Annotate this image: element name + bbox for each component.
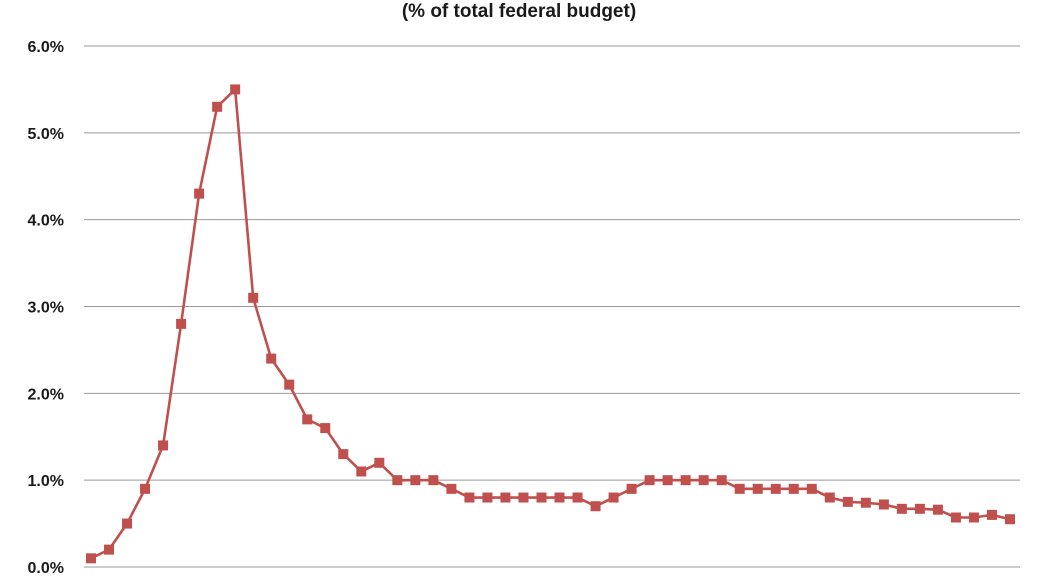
data-point-marker <box>410 475 421 486</box>
data-point-marker <box>392 475 403 486</box>
y-tick-label: 2.0% <box>28 386 64 403</box>
data-point-marker <box>1005 514 1015 525</box>
data-point-marker <box>626 483 637 494</box>
data-point-marker <box>878 499 889 510</box>
data-point-marker <box>176 318 187 329</box>
y-axis-tick-labels: 0.0% 1.0% 2.0% 3.0% 4.0% 5.0% 6.0% <box>28 39 64 577</box>
data-point-marker <box>482 492 493 503</box>
data-point-marker <box>752 483 763 494</box>
data-point-marker <box>932 504 943 515</box>
data-point-marker <box>950 512 961 523</box>
data-point-marker <box>140 483 151 494</box>
data-point-marker <box>554 492 565 503</box>
data-point-marker <box>824 492 835 503</box>
data-point-marker <box>806 483 817 494</box>
data-point-marker <box>446 483 457 494</box>
data-point-marker <box>770 483 781 494</box>
data-point-marker <box>608 492 619 503</box>
y-tick-label: 3.0% <box>28 300 64 317</box>
data-point-marker <box>590 501 601 512</box>
data-point-marker <box>896 503 907 514</box>
data-point-marker <box>284 379 295 390</box>
data-point-marker <box>536 492 547 503</box>
y-tick-label: 5.0% <box>28 126 64 143</box>
data-point-marker <box>914 503 925 514</box>
data-point-marker <box>122 518 133 529</box>
data-point-marker <box>788 483 799 494</box>
data-point-marker <box>716 475 727 486</box>
data-point-marker <box>860 497 871 508</box>
y-tick-label: 6.0% <box>28 39 64 56</box>
data-point-marker <box>104 544 115 555</box>
data-point-marker <box>212 101 223 112</box>
data-point-marker <box>230 84 241 95</box>
data-point-marker <box>194 188 205 199</box>
data-point-marker <box>248 292 259 303</box>
data-point-marker <box>734 483 745 494</box>
data-point-marker <box>644 475 655 486</box>
data-point-marker <box>86 553 96 564</box>
data-point-marker <box>428 475 439 486</box>
data-point-marker <box>302 414 313 425</box>
data-point-marker <box>266 353 277 364</box>
gridlines <box>84 45 1020 568</box>
y-tick-label: 0.0% <box>28 560 64 576</box>
chart-title: (% of total federal budget) <box>402 1 636 22</box>
data-point-marker <box>500 492 511 503</box>
data-point-marker <box>338 449 349 460</box>
data-point-marker <box>968 512 979 523</box>
data-point-marker <box>374 457 385 468</box>
y-tick-label: 1.0% <box>28 473 64 490</box>
data-point-marker <box>320 423 331 434</box>
data-point-marker <box>842 496 853 507</box>
data-point-marker <box>698 475 709 486</box>
data-point-marker <box>464 492 475 503</box>
data-point-marker <box>572 492 583 503</box>
series-line <box>90 88 1011 560</box>
y-tick-label: 4.0% <box>28 213 64 230</box>
data-point-marker <box>662 475 673 486</box>
data-point-marker <box>518 492 529 503</box>
data-point-marker <box>158 440 169 451</box>
data-point-marker <box>356 466 367 477</box>
data-point-marker <box>680 475 691 486</box>
data-series <box>86 84 1015 564</box>
data-point-marker <box>986 509 997 520</box>
